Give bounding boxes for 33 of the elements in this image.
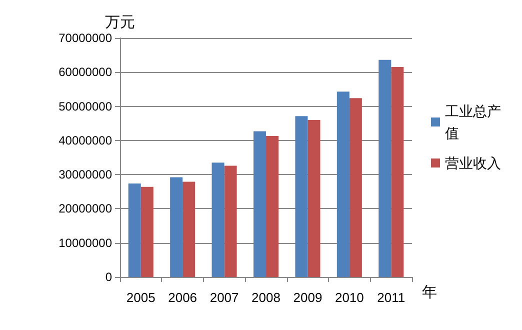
bar bbox=[336, 92, 350, 277]
x-tick-label: 2010 bbox=[334, 290, 364, 305]
x-tick-label: 2005 bbox=[126, 290, 156, 305]
x-tick-label: 2006 bbox=[168, 290, 198, 305]
x-tick-label: 2008 bbox=[252, 290, 280, 305]
bar bbox=[378, 60, 392, 277]
y-tick-label: 40000000 bbox=[58, 133, 112, 148]
x-tick-label: 2009 bbox=[293, 290, 322, 305]
bar bbox=[391, 67, 404, 277]
x-tick-label: 2011 bbox=[377, 290, 406, 305]
bar bbox=[128, 183, 141, 277]
bar bbox=[295, 116, 308, 277]
bar bbox=[170, 177, 183, 277]
legend-label: 营业收入 bbox=[445, 155, 501, 171]
bar bbox=[182, 182, 196, 277]
bar bbox=[266, 136, 279, 277]
bar bbox=[140, 186, 154, 277]
y-axis-title: 万元 bbox=[105, 14, 135, 31]
bar bbox=[308, 120, 320, 277]
y-tick-label: 70000000 bbox=[58, 31, 112, 45]
x-tick-label: 2007 bbox=[210, 290, 239, 305]
bar bbox=[253, 131, 266, 277]
bar bbox=[224, 166, 237, 277]
bar bbox=[349, 98, 362, 277]
y-tick-label: 20000000 bbox=[58, 202, 112, 216]
bar bbox=[212, 162, 224, 277]
legend-label: 工业总产值 bbox=[445, 103, 501, 141]
y-tick-label: 30000000 bbox=[58, 168, 112, 182]
y-tick-label: 60000000 bbox=[58, 65, 112, 80]
y-tick-label: 50000000 bbox=[58, 99, 112, 114]
y-tick-label: 0 bbox=[105, 270, 112, 284]
x-axis-title: 年 bbox=[422, 284, 437, 301]
y-tick-label: 10000000 bbox=[58, 236, 112, 250]
